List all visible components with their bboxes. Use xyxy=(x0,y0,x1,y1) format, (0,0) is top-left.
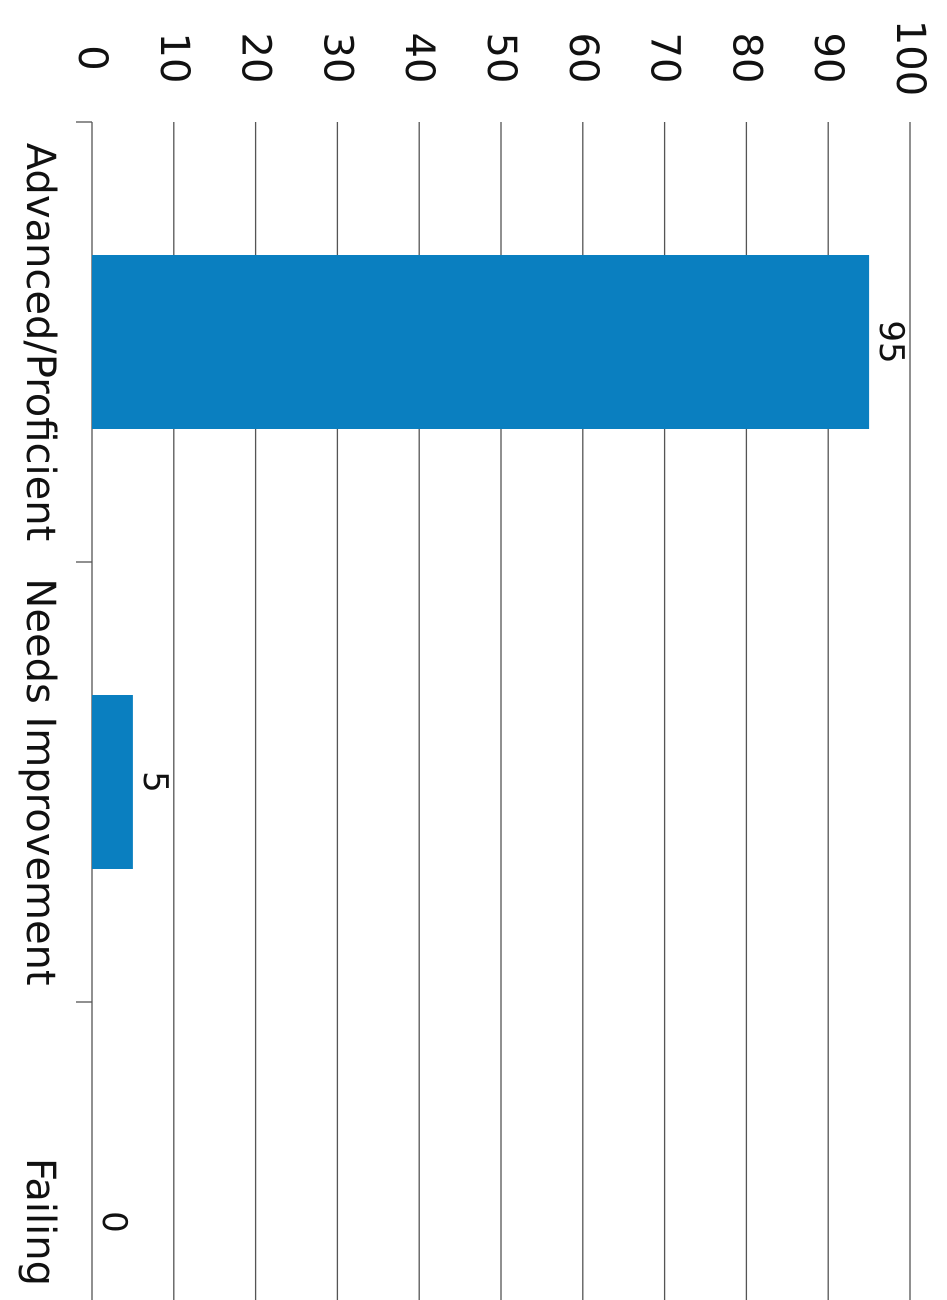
value-tick-label-0: 0 xyxy=(69,45,115,70)
data-labels: 95 5 0 xyxy=(94,320,911,1232)
value-tick-label-30: 30 xyxy=(314,33,360,84)
category-axis-ticks xyxy=(76,121,92,1003)
value-tick-label-20: 20 xyxy=(233,33,279,84)
value-tick-label-100: 100 xyxy=(887,20,933,96)
category-labels: Advanced/Proficient Needs Improvement Fail… xyxy=(17,143,63,1286)
value-tick-label-80: 80 xyxy=(723,33,769,84)
data-label-needs-improvement: 5 xyxy=(135,771,175,793)
value-tick-label-90: 90 xyxy=(805,33,851,84)
bar-advanced-proficient xyxy=(92,255,870,429)
data-label-advanced-proficient: 95 xyxy=(871,320,911,363)
category-label-failing: Failing xyxy=(17,1158,63,1286)
value-tick-label-60: 60 xyxy=(560,33,606,84)
value-axis-tick-labels: 0 10 20 30 40 50 60 70 80 90 100 xyxy=(69,20,933,96)
value-tick-label-70: 70 xyxy=(642,33,688,84)
data-label-failing: 0 xyxy=(94,1211,134,1233)
value-tick-label-40: 40 xyxy=(396,33,442,84)
category-label-advanced-proficient: Advanced/Proficient xyxy=(17,143,63,541)
bar-needs-improvement xyxy=(92,695,133,869)
bars xyxy=(92,255,870,869)
category-label-needs-improvement: Needs Improvement xyxy=(17,578,63,985)
value-tick-label-50: 50 xyxy=(478,33,524,84)
value-tick-label-10: 10 xyxy=(151,33,197,84)
